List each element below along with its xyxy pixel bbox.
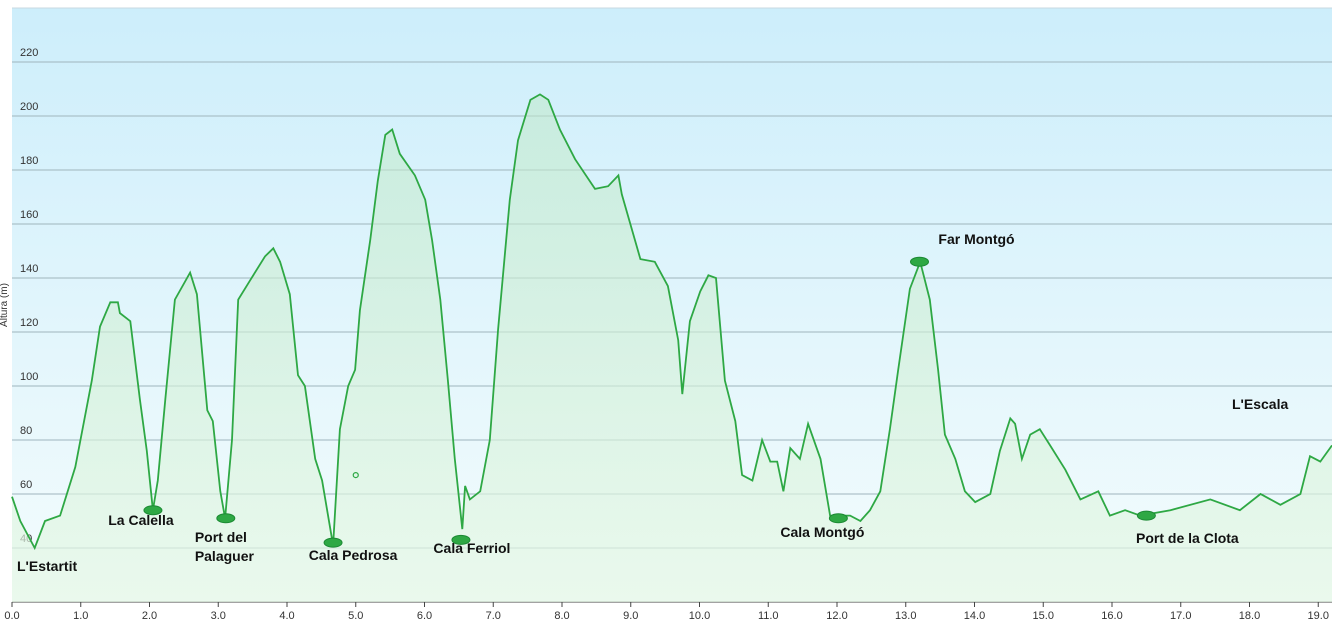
waypoint-marker — [451, 534, 471, 545]
waypoint-label: Cala Pedrosa — [308, 546, 398, 563]
x-tick-label: 14.0 — [964, 610, 985, 622]
waypoint-marker — [1136, 510, 1156, 521]
waypoint-marker — [352, 472, 359, 479]
waypoint-label: Far Montgó — [938, 230, 1015, 247]
y-tick-label: 140 — [20, 263, 38, 275]
y-tick-label: 60 — [20, 479, 32, 491]
x-tick-label: 2.0 — [142, 610, 157, 622]
x-tick-label: 17.0 — [1170, 610, 1191, 622]
x-tick-label: 12.0 — [826, 610, 847, 622]
y-tick-label: 80 — [20, 425, 32, 437]
x-tick-label: 9.0 — [623, 610, 638, 622]
waypoint-marker — [216, 513, 236, 524]
y-tick-label: 180 — [20, 155, 38, 167]
y-axis-title: Altura (m) — [0, 283, 10, 327]
waypoint-label: Cala Montgó — [780, 524, 865, 541]
x-tick-label: 18.0 — [1239, 610, 1260, 622]
x-tick-label: 16.0 — [1101, 610, 1122, 622]
waypoint-label: Port del Palaguer — [194, 529, 254, 565]
y-tick-label: 200 — [20, 101, 38, 113]
y-tick-label: 160 — [20, 209, 38, 221]
x-tick-label: 6.0 — [417, 610, 432, 622]
x-tick-label: 4.0 — [279, 610, 294, 622]
x-tick-label: 8.0 — [554, 610, 569, 622]
elevation-area — [12, 94, 1332, 603]
y-tick-label: 120 — [20, 317, 38, 329]
x-tick-label: 15.0 — [1033, 610, 1054, 622]
waypoint-label: Port de la Clota — [1136, 529, 1239, 546]
x-tick-label: 13.0 — [895, 610, 916, 622]
waypoint-label: Cala Ferriol — [433, 539, 511, 556]
x-tick-label: 11.0 — [758, 610, 779, 622]
x-tick-label: 19.0 — [1308, 610, 1329, 622]
waypoint-label: La Calella — [108, 512, 174, 529]
waypoint-marker — [910, 256, 929, 267]
x-tick-label: 1.0 — [73, 610, 88, 622]
x-tick-label: 10.0 — [689, 610, 710, 622]
waypoint-marker — [828, 513, 848, 524]
elevation-line — [11, 93, 1332, 551]
y-tick-label: 220 — [20, 47, 38, 59]
x-tick-label: 0.0 — [4, 610, 19, 622]
y-tick-label: 100 — [20, 371, 38, 383]
waypoint-marker — [323, 537, 343, 548]
place-label: L'Escala — [1232, 396, 1289, 412]
x-tick-label: 3.0 — [211, 610, 226, 622]
x-tick-label: 5.0 — [348, 610, 363, 622]
x-tick-label: 7.0 — [486, 610, 501, 622]
waypoint-marker — [143, 505, 163, 516]
place-label: L'Estartit — [17, 558, 78, 574]
